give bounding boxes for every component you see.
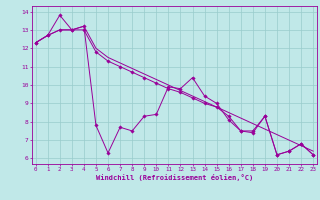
X-axis label: Windchill (Refroidissement éolien,°C): Windchill (Refroidissement éolien,°C): [96, 174, 253, 181]
